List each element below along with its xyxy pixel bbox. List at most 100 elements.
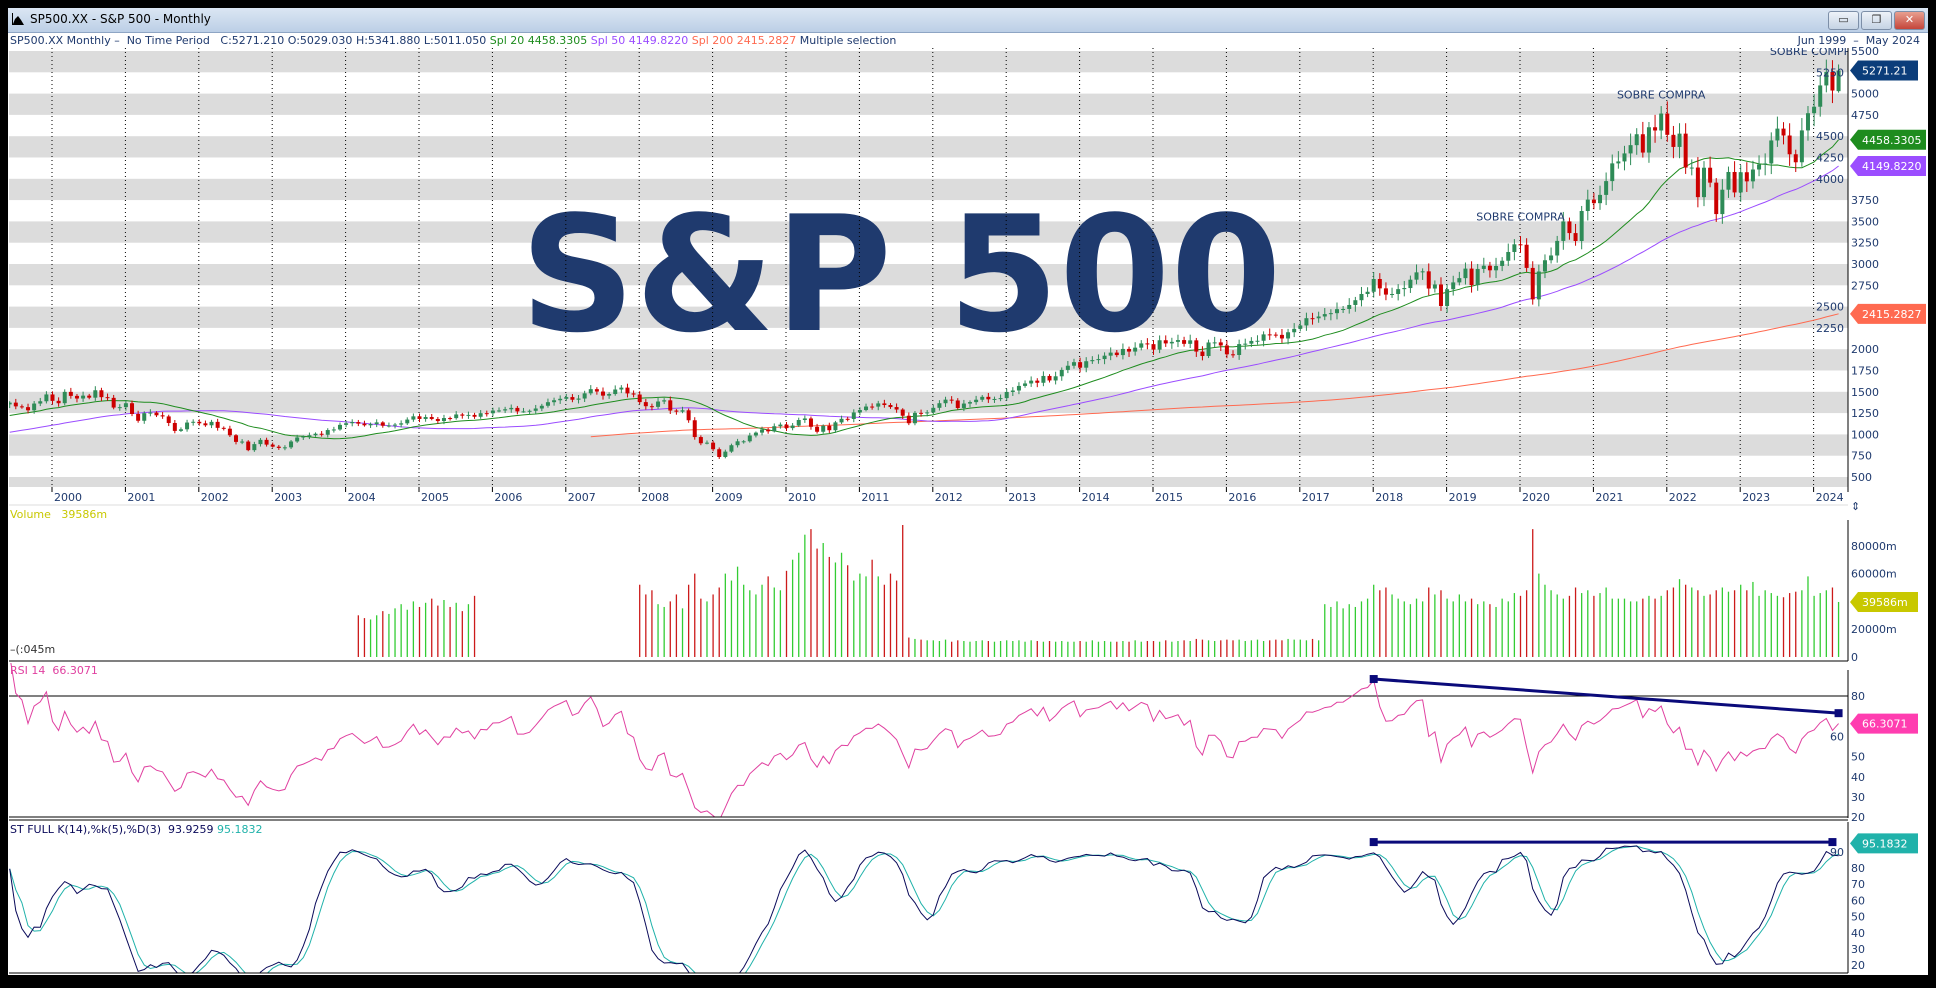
candle <box>564 393 569 402</box>
candle <box>374 419 379 428</box>
year-label-2010: 2010 <box>788 491 816 504</box>
candle-body <box>331 429 336 431</box>
candle-body <box>178 429 183 431</box>
candle-body <box>1702 167 1706 198</box>
candle <box>105 393 110 401</box>
year-label-2023: 2023 <box>1742 491 1770 504</box>
candle <box>435 417 440 424</box>
candle-body <box>864 406 869 411</box>
price-band <box>9 136 1848 158</box>
candle <box>1634 128 1639 155</box>
candle <box>1671 125 1676 159</box>
trendline-handle[interactable] <box>1369 838 1378 847</box>
title-bar[interactable]: SP500.XX - S&P 500 - Monthly ▭ ❐ ✕ <box>8 8 1928 33</box>
candle-body <box>790 425 795 429</box>
trendline-handle[interactable] <box>1828 838 1837 847</box>
candle <box>331 426 336 433</box>
candle <box>26 403 31 414</box>
candle-body <box>26 407 31 411</box>
candle-body <box>1750 169 1755 182</box>
close-button[interactable]: ✕ <box>1894 11 1925 30</box>
candle-body <box>1451 282 1456 290</box>
sma20-legend[interactable]: Spl 20 4458.3305 <box>489 34 588 47</box>
candle <box>827 422 832 433</box>
candle <box>270 442 275 448</box>
volume-axis-label-0: 0 <box>1851 651 1858 664</box>
candle <box>1169 337 1174 349</box>
candle-body <box>888 405 893 408</box>
candle <box>234 434 238 445</box>
candle <box>1335 302 1339 320</box>
candle-body <box>460 414 465 416</box>
candle <box>1157 335 1162 354</box>
candle-body <box>148 412 153 414</box>
candle-body <box>815 426 820 432</box>
candle <box>613 385 618 396</box>
candle <box>197 419 202 426</box>
rsi-trendline[interactable] <box>1373 677 1839 715</box>
sma50-legend[interactable]: Spl 50 4149.8220 <box>590 34 689 47</box>
candle <box>802 415 807 423</box>
candle <box>845 416 850 422</box>
candle <box>1481 257 1486 273</box>
candle-body <box>142 413 147 421</box>
price-band <box>9 477 1848 487</box>
price-axis-label-3750: 3750 <box>1851 194 1879 207</box>
year-label-2013: 2013 <box>1008 491 1036 504</box>
candle <box>1555 235 1560 263</box>
year-label-2004: 2004 <box>348 491 376 504</box>
candle <box>1304 312 1309 331</box>
candle <box>784 422 789 432</box>
trendline-handle[interactable] <box>1369 675 1378 684</box>
candle-body <box>356 422 361 424</box>
stoch-tag: 95.1832 <box>1850 833 1918 854</box>
candle-body <box>240 441 245 443</box>
candle-body <box>692 420 697 438</box>
restore-button[interactable]: ❐ <box>1861 11 1892 30</box>
candle <box>900 408 905 419</box>
candle-body <box>1298 325 1303 329</box>
candle-body <box>1555 240 1560 256</box>
year-label-2020: 2020 <box>1522 491 1550 504</box>
candle <box>1029 376 1034 387</box>
candle-body <box>497 410 502 412</box>
candle-body <box>1763 163 1768 165</box>
candle <box>1212 336 1217 348</box>
candle-body <box>1206 342 1211 357</box>
candle <box>1047 374 1052 383</box>
symbol-period: SP500.XX Monthly – No Time Period <box>10 34 210 47</box>
candle <box>1616 151 1621 169</box>
candle-body <box>1237 344 1242 355</box>
candle-body <box>435 418 440 422</box>
candle <box>276 444 281 450</box>
candle <box>246 440 251 452</box>
candle-body <box>717 449 722 457</box>
candle-body <box>289 441 294 448</box>
volume-axis-label-60000: 60000m <box>1851 568 1897 581</box>
candle <box>833 420 838 433</box>
candle-body <box>227 428 232 436</box>
stoch-axis-label-90: 90 <box>1830 846 1844 859</box>
candle-body <box>900 409 905 416</box>
candle <box>839 415 844 424</box>
price-axis-label-4000: 4000 <box>1816 173 1844 186</box>
minimize-button[interactable]: ▭ <box>1828 11 1859 30</box>
candle-body <box>1065 365 1070 370</box>
sma200-legend[interactable]: Spl 200 2415.2827 <box>691 34 797 47</box>
candle-body <box>1463 268 1468 279</box>
candle <box>692 417 697 440</box>
annotation-sobre-compra-0: SOBRE COMPRA <box>1476 210 1565 223</box>
candle-body <box>1279 334 1284 339</box>
candle <box>497 407 502 413</box>
year-label-2024: 2024 <box>1816 491 1844 504</box>
candle-body <box>784 424 789 429</box>
year-label-2021: 2021 <box>1595 491 1623 504</box>
candle-body <box>399 423 404 425</box>
candle <box>1420 268 1425 280</box>
candle <box>441 414 446 425</box>
trendline-handle[interactable] <box>1834 709 1843 718</box>
candle-body <box>313 433 318 436</box>
price-band <box>9 221 1848 243</box>
price-axis-label-4500: 4500 <box>1816 130 1844 143</box>
